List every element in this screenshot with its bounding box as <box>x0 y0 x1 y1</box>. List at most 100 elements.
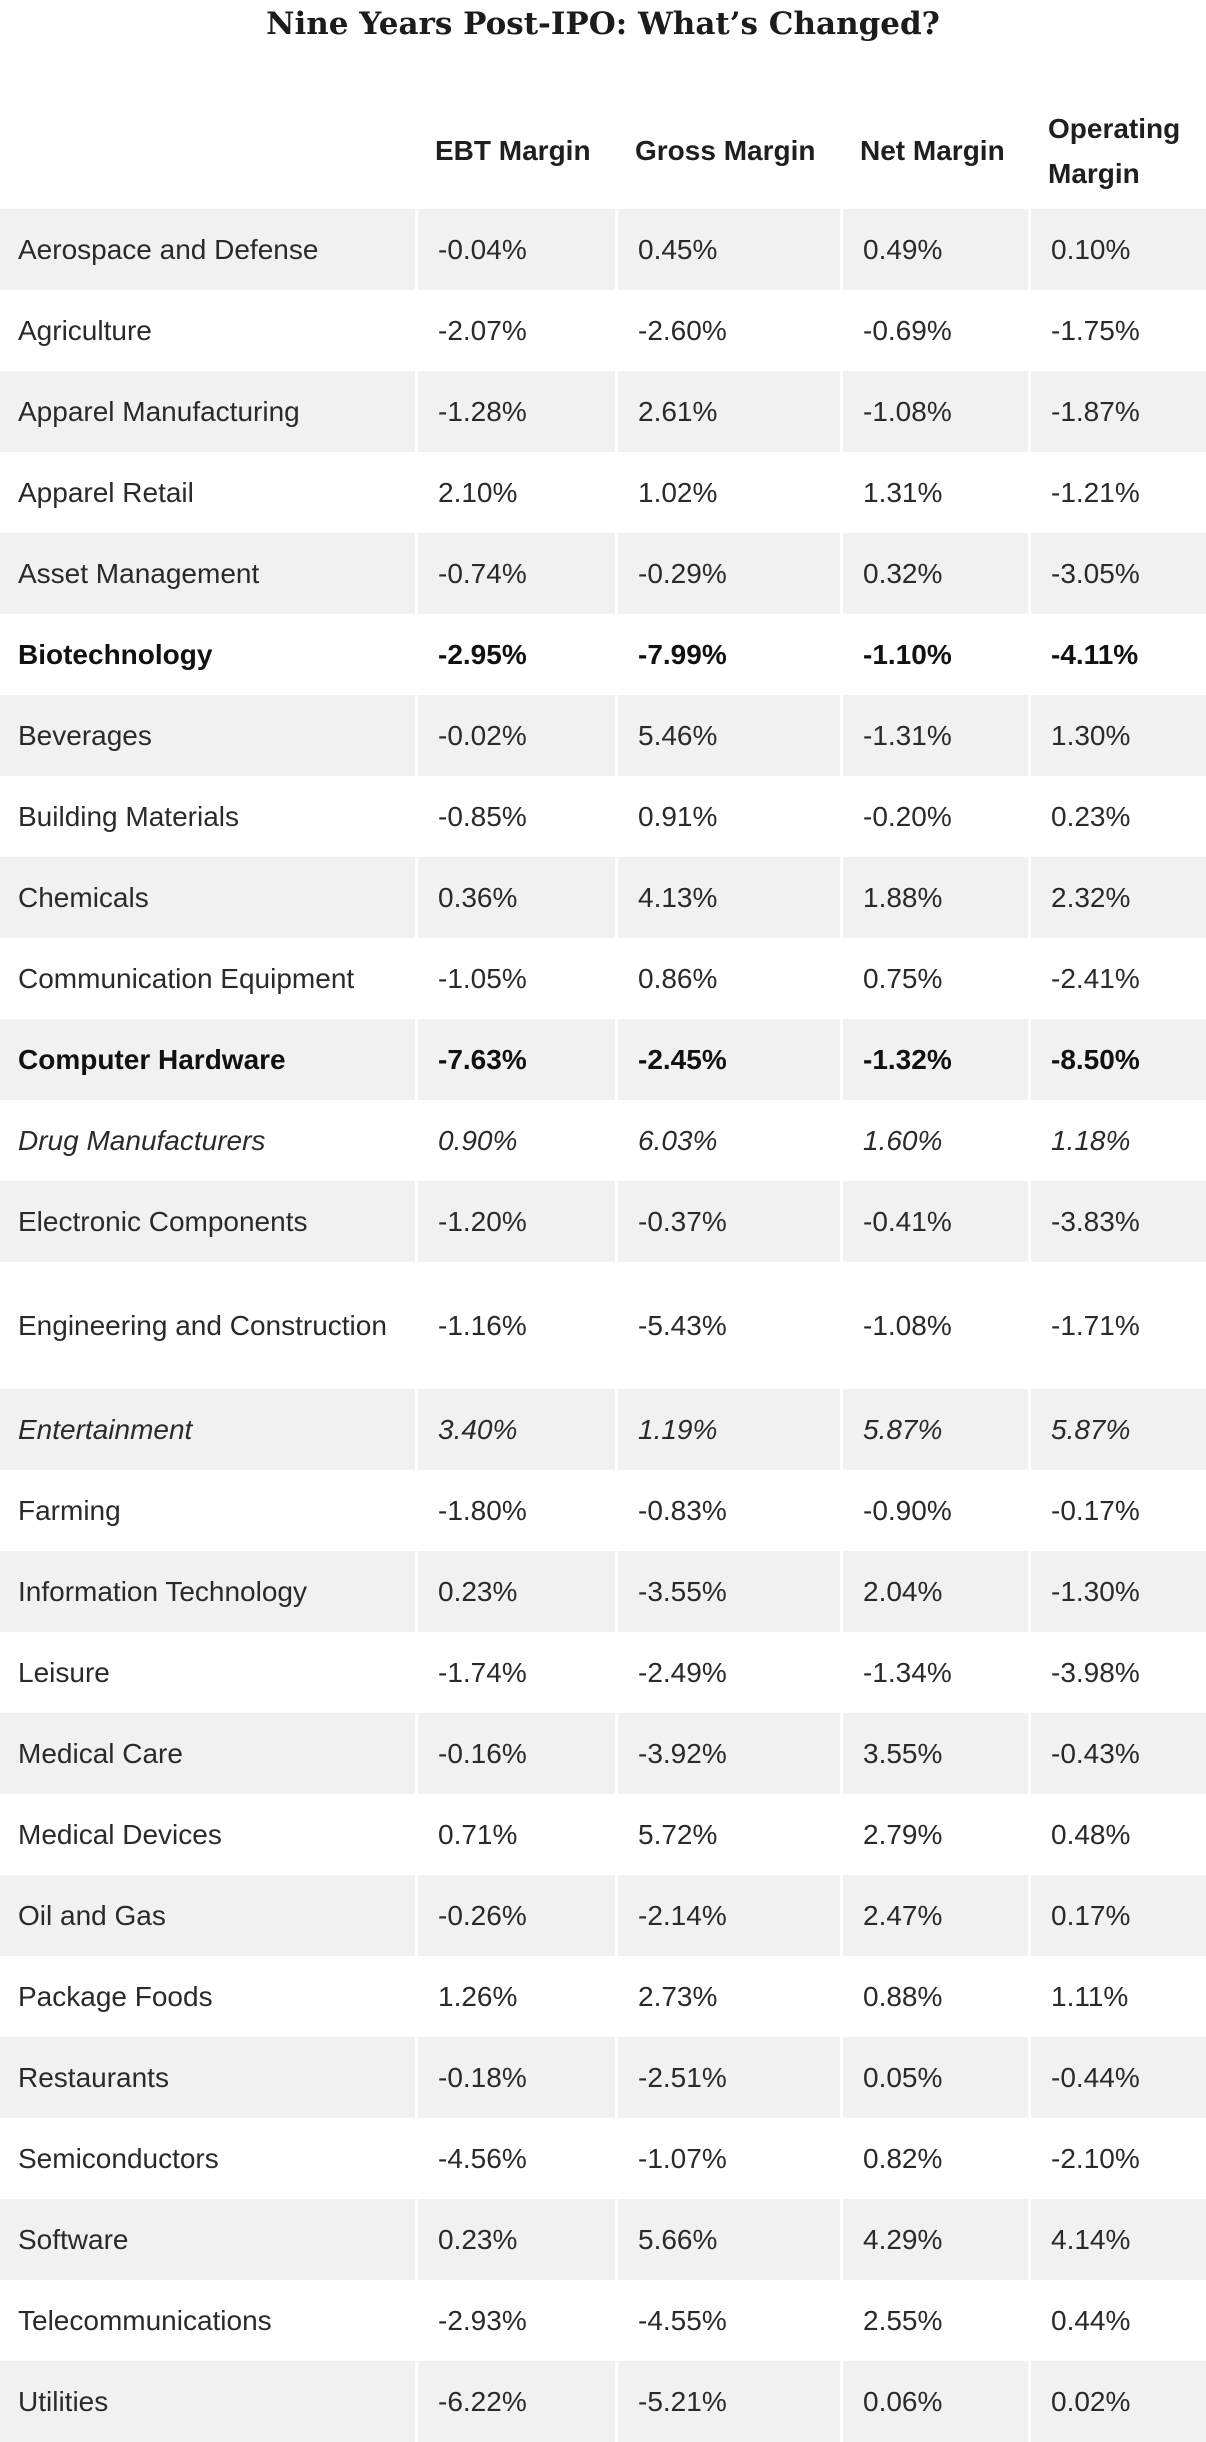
table-row: Semiconductors -4.56% -1.07% 0.82% -2.10% <box>0 2118 1206 2199</box>
cell-net-margin: -1.10% <box>840 614 1028 695</box>
cell-operating-margin: 0.02% <box>1028 2361 1206 2442</box>
cell-ebt-margin: -1.20% <box>415 1181 615 1262</box>
cell-gross-margin: 1.02% <box>615 452 840 533</box>
row-category: Chemicals <box>0 857 415 938</box>
cell-operating-margin: -3.98% <box>1028 1632 1206 1713</box>
row-category: Communication Equipment <box>18 963 355 994</box>
cell-gross-margin: 0.86% <box>615 938 840 1019</box>
cell-gross-margin: -0.29% <box>615 533 840 614</box>
cell-gross-margin: -2.45% <box>615 1019 840 1100</box>
table-row: Utilities -6.22% -5.21% 0.06% 0.02% <box>0 2361 1206 2442</box>
margin-change-table: EBT Margin Gross Margin Net Margin Opera… <box>0 92 1206 2442</box>
table-row: Information Technology 0.23% -3.55% 2.04% -1… <box>0 1551 1206 1632</box>
cell-net-margin: 5.87% <box>840 1389 1028 1470</box>
row-category: Computer Hardware <box>0 1019 415 1100</box>
cell-ebt-margin: 0.90% <box>415 1100 615 1181</box>
cell-operating-margin: -0.44% <box>1028 2037 1206 2118</box>
cell-gross-margin: -7.99% <box>615 614 840 695</box>
row-category: Engineering and Construction <box>18 1310 387 1341</box>
cell-net-margin: 3.55% <box>840 1713 1028 1794</box>
row-category: Information Technology <box>0 1551 415 1632</box>
table-row: Beverages -0.02% 5.46% -1.31% 1.30% <box>0 695 1206 776</box>
cell-gross-margin: 4.13% <box>615 857 840 938</box>
cell-operating-margin: 1.30% <box>1028 695 1206 776</box>
header-gross-margin: Gross Margin <box>635 135 816 166</box>
row-category: Apparel Retail <box>18 477 194 508</box>
row-category: Software <box>0 2199 415 2280</box>
cell-ebt-margin: -2.95% <box>415 614 615 695</box>
cell-operating-margin: -3.83% <box>1028 1181 1206 1262</box>
cell-gross-margin: -4.55% <box>615 2280 840 2361</box>
table-row: Farming -1.80% -0.83% -0.90% -0.17% <box>0 1470 1206 1551</box>
table-row: Entertainment 3.40% 1.19% 5.87% 5.87% <box>0 1389 1206 1470</box>
cell-gross-margin: 1.19% <box>615 1389 840 1470</box>
row-category: Semiconductors <box>18 2143 219 2174</box>
table-row: Building Materials -0.85% 0.91% -0.20% 0.23% <box>0 776 1206 857</box>
cell-net-margin: 2.79% <box>840 1794 1028 1875</box>
cell-gross-margin: -0.83% <box>615 1470 840 1551</box>
cell-operating-margin: -2.41% <box>1028 938 1206 1019</box>
header-net-margin: Net Margin <box>860 135 1005 166</box>
row-category: Farming <box>18 1495 121 1526</box>
table-row: Oil and Gas -0.26% -2.14% 2.47% 0.17% <box>0 1875 1206 1956</box>
row-category: Asset Management <box>0 533 415 614</box>
cell-gross-margin: 6.03% <box>615 1100 840 1181</box>
cell-ebt-margin: 0.23% <box>415 2199 615 2280</box>
table-row: Restaurants -0.18% -2.51% 0.05% -0.44% <box>0 2037 1206 2118</box>
cell-ebt-margin: -0.04% <box>415 209 615 290</box>
table-row: Drug Manufacturers 0.90% 6.03% 1.60% 1.18% <box>0 1100 1206 1181</box>
cell-ebt-margin: -4.56% <box>415 2118 615 2199</box>
cell-gross-margin: -2.51% <box>615 2037 840 2118</box>
row-category: Apparel Manufacturing <box>0 371 415 452</box>
cell-net-margin: 2.04% <box>840 1551 1028 1632</box>
cell-gross-margin: -0.37% <box>615 1181 840 1262</box>
row-category: Agriculture <box>18 315 152 346</box>
cell-ebt-margin: -0.16% <box>415 1713 615 1794</box>
cell-net-margin: -1.32% <box>840 1019 1028 1100</box>
cell-gross-margin: 0.45% <box>615 209 840 290</box>
cell-ebt-margin: -1.74% <box>415 1632 615 1713</box>
table-row: Agriculture -2.07% -2.60% -0.69% -1.75% <box>0 290 1206 371</box>
cell-gross-margin: -3.92% <box>615 1713 840 1794</box>
cell-operating-margin: -8.50% <box>1028 1019 1206 1100</box>
table-row: Package Foods 1.26% 2.73% 0.88% 1.11% <box>0 1956 1206 2037</box>
row-category: Beverages <box>0 695 415 776</box>
table-row: Computer Hardware -7.63% -2.45% -1.32% -8.50… <box>0 1019 1206 1100</box>
table-header: EBT Margin Gross Margin Net Margin Opera… <box>0 92 1206 209</box>
cell-net-margin: -1.31% <box>840 695 1028 776</box>
cell-ebt-margin: -1.16% <box>415 1262 615 1389</box>
cell-gross-margin: -3.55% <box>615 1551 840 1632</box>
cell-operating-margin: 0.44% <box>1028 2280 1206 2361</box>
row-category: Biotechnology <box>18 639 213 670</box>
cell-operating-margin: -1.30% <box>1028 1551 1206 1632</box>
header-row: EBT Margin Gross Margin Net Margin Opera… <box>0 92 1206 209</box>
cell-net-margin: 0.82% <box>840 2118 1028 2199</box>
row-category: Medical Care <box>0 1713 415 1794</box>
cell-net-margin: 2.55% <box>840 2280 1028 2361</box>
row-category: Medical Devices <box>18 1819 222 1850</box>
cell-ebt-margin: -7.63% <box>415 1019 615 1100</box>
cell-ebt-margin: -0.26% <box>415 1875 615 1956</box>
table-row: Engineering and Construction -1.16% -5.43%… <box>0 1262 1206 1389</box>
table-row: Medical Devices 0.71% 5.72% 2.79% 0.48% <box>0 1794 1206 1875</box>
table-row: Biotechnology -2.95% -7.99% -1.10% -4.11% <box>0 614 1206 695</box>
cell-operating-margin: -1.71% <box>1028 1262 1206 1389</box>
cell-ebt-margin: -1.80% <box>415 1470 615 1551</box>
cell-net-margin: -1.08% <box>840 1262 1028 1389</box>
cell-ebt-margin: 2.10% <box>415 452 615 533</box>
cell-operating-margin: -1.75% <box>1028 290 1206 371</box>
cell-ebt-margin: 0.71% <box>415 1794 615 1875</box>
cell-net-margin: 1.31% <box>840 452 1028 533</box>
cell-operating-margin: 0.10% <box>1028 209 1206 290</box>
cell-operating-margin: 2.32% <box>1028 857 1206 938</box>
header-ebt-margin: EBT Margin <box>435 135 591 166</box>
table-row: Medical Care -0.16% -3.92% 3.55% -0.43% <box>0 1713 1206 1794</box>
row-category: Leisure <box>18 1657 110 1688</box>
table-row: Telecommunications -2.93% -4.55% 2.55% 0.44% <box>0 2280 1206 2361</box>
cell-operating-margin: 5.87% <box>1028 1389 1206 1470</box>
cell-ebt-margin: -0.02% <box>415 695 615 776</box>
cell-gross-margin: 0.91% <box>615 776 840 857</box>
cell-ebt-margin: -1.28% <box>415 371 615 452</box>
cell-net-margin: 0.05% <box>840 2037 1028 2118</box>
header-category <box>0 92 415 209</box>
